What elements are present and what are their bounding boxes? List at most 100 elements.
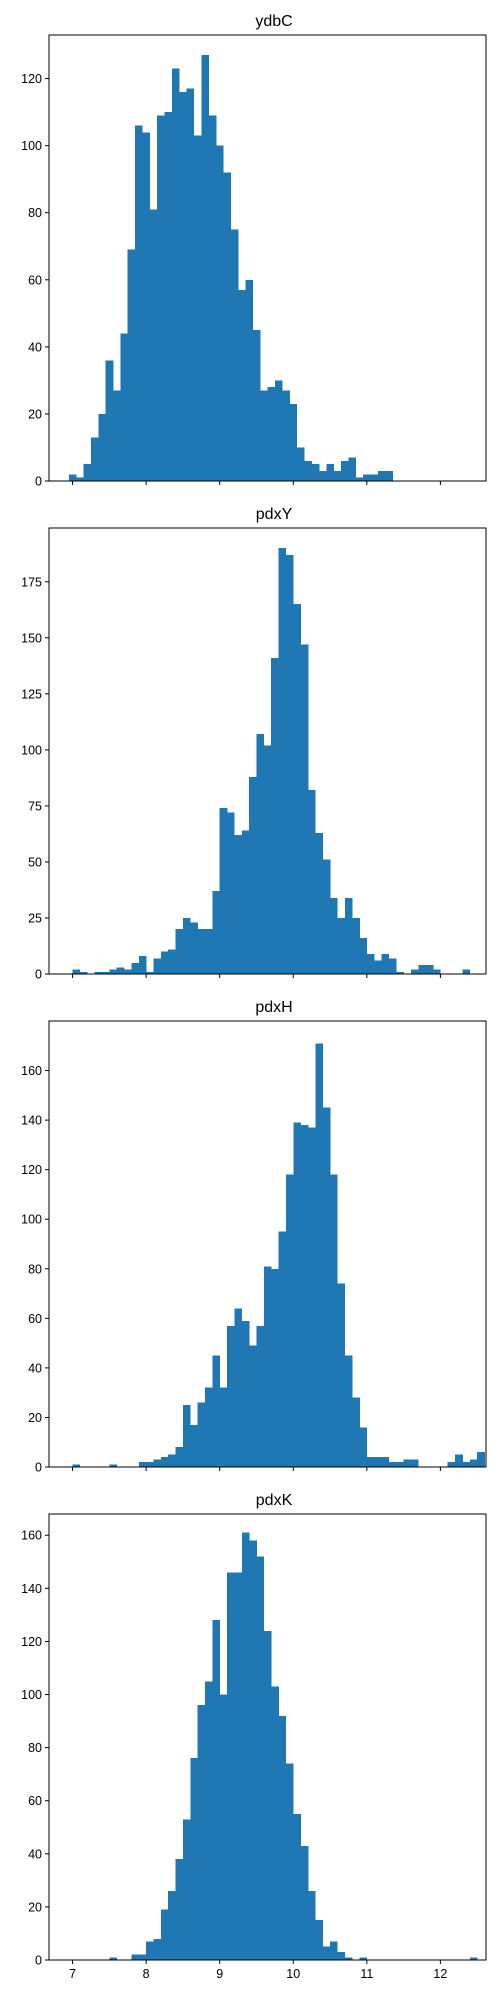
histogram-bar-1-36 bbox=[333, 470, 342, 481]
histogram-bar-4-28 bbox=[315, 1920, 323, 1960]
histogram-bar-4-9 bbox=[175, 1859, 184, 1960]
histogram-bar-3-32 bbox=[307, 1127, 316, 1467]
histogram-bar-4-27 bbox=[307, 1890, 316, 1960]
histogram-bar-1-34 bbox=[319, 470, 327, 481]
histogram-bar-4-6 bbox=[153, 1938, 162, 1960]
y-tick-label-4-7: 140 bbox=[21, 1582, 42, 1596]
histogram-bar-4-34 bbox=[359, 1957, 368, 1960]
histogram-bar-1-4 bbox=[98, 413, 106, 481]
y-tick-label-4-4: 80 bbox=[28, 1741, 42, 1755]
x-tick-label-4-5: 12 bbox=[433, 1967, 447, 1981]
histogram-bar-1-19 bbox=[208, 115, 217, 481]
histogram-bar-1-0 bbox=[68, 474, 77, 481]
y-tick-label-1-5: 100 bbox=[21, 139, 42, 153]
histogram-bar-4-23 bbox=[278, 1715, 287, 1960]
histogram-bar-3-25 bbox=[256, 1325, 265, 1467]
histogram-bar-3-22 bbox=[234, 1308, 243, 1467]
histogram-bar-1-28 bbox=[274, 380, 283, 481]
histogram-bar-4-49 bbox=[469, 1957, 478, 1960]
histogram-bar-4-16 bbox=[227, 1572, 235, 1960]
y-tick-label-3-2: 40 bbox=[28, 1361, 42, 1375]
histogram-bar-3-36 bbox=[337, 1283, 346, 1467]
histogram-bar-1-8 bbox=[127, 249, 136, 481]
histogram-panel-2: pdxY 0 25 50 75 100 125 150 175 bbox=[0, 493, 500, 986]
histogram-bar-3-34 bbox=[322, 1107, 331, 1467]
histogram-bar-3-13 bbox=[168, 1454, 176, 1467]
chart-title-1: ydbC bbox=[255, 13, 292, 30]
histogram-bar-4-22 bbox=[271, 1686, 279, 1960]
histogram-bar-4-21 bbox=[263, 1630, 272, 1960]
y-tick-label-3-4: 80 bbox=[28, 1262, 42, 1276]
histogram-bar-1-7 bbox=[120, 333, 129, 481]
histogram-bar-4-0 bbox=[109, 1957, 117, 1960]
histogram-bar-2-49 bbox=[433, 969, 441, 974]
histogram-bar-3-19 bbox=[212, 1355, 220, 1467]
histogram-bar-3-20 bbox=[219, 1387, 228, 1467]
histogram-bar-4-26 bbox=[300, 1845, 309, 1960]
histogram-bar-2-15 bbox=[182, 917, 191, 974]
y-tick-label-1-6: 120 bbox=[21, 72, 42, 86]
histogram-bar-1-5 bbox=[105, 360, 114, 481]
histogram-bar-3-31 bbox=[300, 1125, 309, 1467]
histogram-bar-2-38 bbox=[352, 917, 360, 974]
histogram-bar-3-40 bbox=[366, 1457, 375, 1467]
histogram-bar-2-13 bbox=[168, 949, 176, 974]
y-tick-label-4-0: 0 bbox=[35, 1954, 42, 1968]
histogram-bar-4-8 bbox=[168, 1890, 176, 1960]
histogram-bar-1-41 bbox=[370, 474, 379, 481]
x-tick-label-4-0: 7 bbox=[69, 1967, 76, 1981]
histogram-bar-4-20 bbox=[256, 1556, 265, 1960]
histogram-bar-1-22 bbox=[230, 229, 239, 481]
histogram-bar-3-0 bbox=[72, 1464, 81, 1467]
histogram-bar-3-41 bbox=[374, 1457, 382, 1467]
histogram-bar-3-24 bbox=[249, 1345, 257, 1467]
y-tick-label-1-2: 40 bbox=[28, 340, 42, 354]
y-tick-label-1-1: 20 bbox=[28, 407, 42, 421]
histogram-bar-3-5 bbox=[109, 1464, 117, 1467]
y-tick-label-2-5: 125 bbox=[21, 687, 42, 701]
y-tick-label-2-2: 50 bbox=[28, 855, 42, 869]
chart-title-2: pdxY bbox=[256, 506, 293, 523]
histogram-bar-2-7 bbox=[124, 969, 132, 974]
histogram-bar-3-43 bbox=[388, 1462, 397, 1467]
histogram-bar-2-40 bbox=[366, 953, 375, 974]
histogram-bar-3-23 bbox=[241, 1320, 250, 1467]
histogram-bar-3-44 bbox=[396, 1462, 404, 1467]
histogram-bar-1-12 bbox=[157, 115, 165, 481]
histogram-bar-2-25 bbox=[256, 734, 265, 974]
histogram-bar-3-18 bbox=[204, 1387, 213, 1467]
histogram-bar-2-43 bbox=[388, 958, 397, 974]
histogram-bar-4-18 bbox=[241, 1532, 250, 1960]
histogram-bar-2-14 bbox=[175, 929, 184, 974]
histogram-bar-1-38 bbox=[348, 457, 357, 481]
histogram-bar-3-33 bbox=[315, 1043, 323, 1467]
histogram-bar-2-21 bbox=[227, 812, 235, 974]
histogram-bar-2-20 bbox=[219, 808, 228, 974]
x-tick-label-4-1: 8 bbox=[143, 1967, 150, 1981]
histogram-bar-2-23 bbox=[241, 830, 250, 974]
histogram-bar-4-3 bbox=[131, 1954, 140, 1960]
histogram-bar-2-28 bbox=[278, 548, 287, 974]
histogram-bar-2-37 bbox=[344, 897, 353, 974]
histogram-bar-3-53 bbox=[462, 1462, 471, 1467]
histogram-bar-1-26 bbox=[260, 390, 268, 481]
histogram-bar-2-22 bbox=[234, 835, 243, 974]
histogram-bar-4-24 bbox=[285, 1763, 294, 1960]
histogram-bar-1-10 bbox=[142, 132, 151, 481]
histogram-bar-4-19 bbox=[249, 1540, 257, 1960]
y-tick-label-3-8: 160 bbox=[21, 1064, 42, 1078]
histogram-svg-3: pdxH 0 20 40 60 80 100 120 140 160 bbox=[21, 999, 487, 1475]
x-tick-label-4-2: 9 bbox=[216, 1967, 223, 1981]
histogram-bar-2-9 bbox=[138, 956, 147, 974]
histogram-bar-2-32 bbox=[307, 790, 316, 974]
histogram-bar-2-46 bbox=[410, 969, 419, 974]
histogram-bar-1-16 bbox=[186, 88, 195, 482]
histogram-bar-4-29 bbox=[322, 1946, 331, 1960]
histogram-bar-3-28 bbox=[278, 1231, 287, 1467]
y-tick-label-3-5: 100 bbox=[21, 1213, 42, 1227]
histogram-bar-2-29 bbox=[285, 554, 294, 974]
histogram-bar-1-9 bbox=[135, 125, 143, 481]
histogram-bar-2-47 bbox=[418, 965, 426, 974]
histogram-bar-3-38 bbox=[352, 1397, 360, 1467]
y-tick-label-2-7: 175 bbox=[21, 575, 42, 589]
